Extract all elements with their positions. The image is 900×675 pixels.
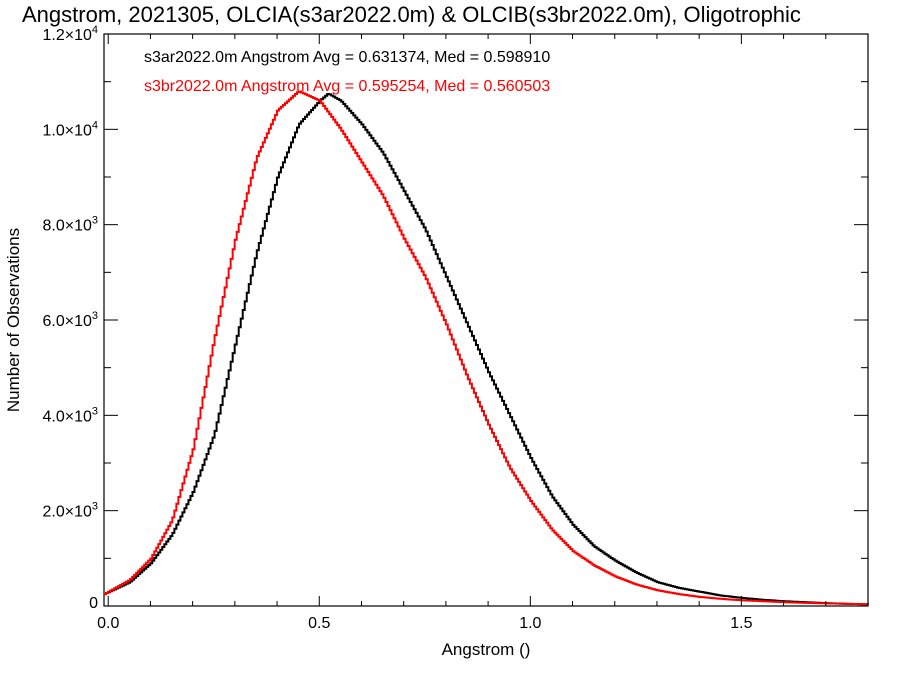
x-tick-label: 1.5 (730, 615, 752, 632)
y-tick-mantissa: 1.0×10 (42, 122, 91, 139)
series-line-s3br2022.0m (104, 90, 869, 606)
y-tick-exponent: 3 (92, 405, 98, 417)
y-tick-label: 1.2×104 (42, 24, 98, 44)
y-tick-mantissa: 1.2×10 (42, 27, 91, 44)
y-tick-mantissa: 6.0×10 (42, 313, 91, 330)
x-tick-labels: 0.0 0.5 1.0 1.5 (97, 615, 752, 632)
y-tick-exponent: 3 (92, 501, 98, 513)
y-tick-label: 0 (89, 595, 98, 612)
y-tick-exponent: 4 (92, 24, 98, 36)
y-tick-labels: 02.0×1034.0×1036.0×1038.0×1031.0×1041.2×… (42, 24, 98, 612)
y-tick-label: 8.0×103 (42, 215, 98, 235)
y-tick-mantissa: 2.0×10 (42, 504, 91, 521)
y-tick-exponent: 3 (92, 215, 98, 227)
x-tick-label: 1.0 (519, 615, 541, 632)
y-tick-label: 4.0×103 (42, 405, 98, 425)
y-tick-exponent: 3 (92, 310, 98, 322)
legend-entry-s3ar2022: s3ar2022.0m Angstrom Avg = 0.631374, Med… (144, 49, 550, 66)
y-tick-label: 1.0×104 (42, 119, 98, 139)
ticks-layer (104, 33, 869, 607)
x-tick-label: 0.5 (308, 615, 330, 632)
y-axis-label: Number of Observations (4, 228, 23, 412)
y-tick-label: 2.0×103 (42, 501, 98, 521)
legend-entry-s3br2022: s3br2022.0m Angstrom Avg = 0.595254, Med… (144, 78, 550, 95)
y-tick-mantissa: 8.0×10 (42, 218, 91, 235)
chart-title: Angstrom, 2021305, OLCIA(s3ar2022.0m) & … (22, 2, 801, 27)
x-tick-label: 0.0 (97, 615, 119, 632)
series-line-s3ar2022.0m (104, 93, 869, 606)
y-tick-mantissa: 4.0×10 (42, 408, 91, 425)
x-axis-label: Angstrom () (442, 640, 531, 659)
y-tick-exponent: 4 (92, 119, 98, 131)
y-tick-label: 6.0×103 (42, 310, 98, 330)
series-layer (104, 90, 869, 606)
